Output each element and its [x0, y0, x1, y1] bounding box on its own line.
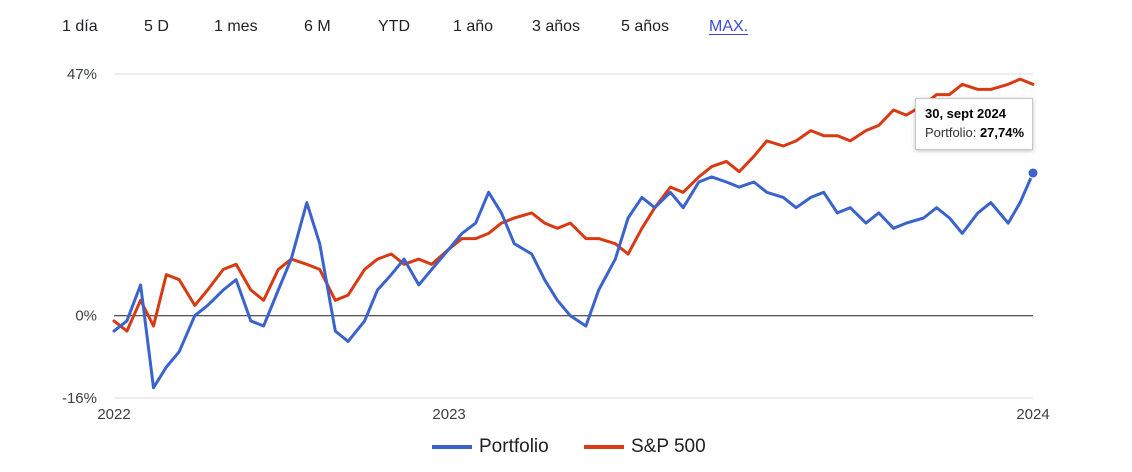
- time-range-selector: 1 día 5 D 1 mes 6 M YTD 1 año 3 años 5 años MAX.: [0, 14, 800, 42]
- range-button-2[interactable]: 1 mes: [214, 18, 258, 35]
- tooltip-value-row: Portfolio: 27,74%: [925, 123, 1032, 142]
- y-tick-label: 47%: [67, 66, 97, 83]
- range-button-6[interactable]: 3 años: [532, 18, 581, 35]
- legend-label-sp500: S&P 500: [631, 436, 706, 457]
- y-tick-label: 0%: [75, 308, 97, 325]
- legend-swatch-portfolio: [432, 445, 472, 449]
- chart-legend: Portfolio S&P 500: [0, 436, 1132, 460]
- range-button-0[interactable]: 1 día: [62, 18, 98, 35]
- highlight-point: [1027, 167, 1039, 179]
- x-axis-ticks: 2022 2023 2024: [97, 406, 1049, 423]
- y-tick-label: -16%: [62, 390, 97, 407]
- series-lines: [112, 77, 1035, 390]
- range-button-3[interactable]: 6 M: [304, 18, 331, 35]
- legend-swatch-sp500: [584, 445, 624, 449]
- range-button-1[interactable]: 5 D: [144, 18, 169, 35]
- range-button-7[interactable]: 5 años: [621, 18, 670, 35]
- tooltip-date: 30, sept 2024: [925, 106, 1006, 121]
- legend-item-sp500[interactable]: S&P 500: [584, 436, 706, 458]
- range-button-5[interactable]: 1 año: [453, 18, 494, 35]
- range-button-8[interactable]: MAX.: [709, 18, 749, 35]
- highlight-layer: [1027, 167, 1039, 179]
- x-tick-label: 2023: [432, 406, 465, 423]
- x-tick-label: 2022: [97, 406, 130, 423]
- gridlines: [114, 73, 1033, 399]
- series-line-s-p-500: [112, 77, 1035, 333]
- tooltip-series-label: Portfolio:: [925, 125, 977, 140]
- chart-tooltip: 30, sept 2024 Portfolio: 27,74%: [915, 98, 1033, 150]
- tooltip-value: 27,74%: [979, 125, 1025, 140]
- y-axis-ticks: 47% 0% -16%: [62, 66, 97, 407]
- x-tick-label: 2024: [1016, 406, 1049, 423]
- series-line-portfolio: [112, 171, 1035, 390]
- legend-label-portfolio: Portfolio: [479, 436, 549, 457]
- range-button-4[interactable]: YTD: [378, 18, 410, 35]
- legend-item-portfolio[interactable]: Portfolio: [432, 436, 549, 458]
